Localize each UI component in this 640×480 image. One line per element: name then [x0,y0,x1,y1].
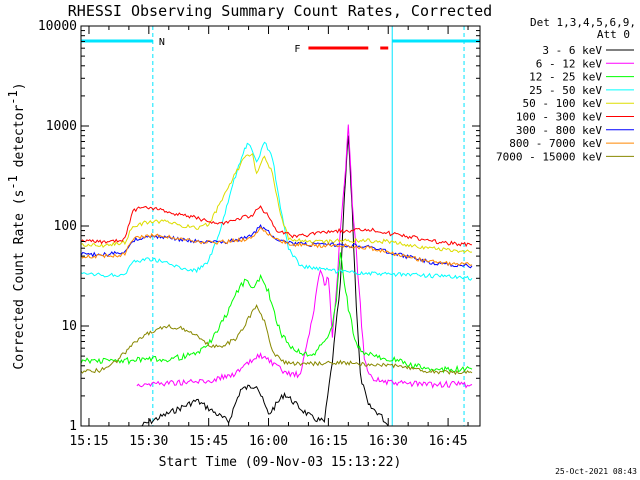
y-tick-label: 10 [61,319,77,334]
y-axis-label-exp2: -1 [6,90,20,104]
axis-ticks [81,26,480,427]
chart-title: RHESSI Observing Summary Count Rates, Co… [68,2,492,20]
series-line [80,226,473,267]
y-tick-labels: 1 10 100 1000 10000 [38,19,77,434]
x-tick-label: 15:45 [189,434,228,449]
detectors-label: Det 1,3,4,5,6,9, [530,16,636,29]
y-tick-label: 10000 [38,19,77,34]
series-line [136,124,473,389]
x-tick-label: 16:00 [249,434,288,449]
y-tick-label: 1000 [46,119,77,134]
series-line [140,135,389,427]
x-tick-label: 16:15 [309,434,348,449]
attenuator-label: Att 0 [597,28,630,41]
legend-label: 800 - 7000 keV [509,137,602,150]
x-tick-label: 15:15 [69,434,108,449]
y-tick-label: 1 [69,419,77,434]
x-tick-label: 16:30 [369,434,408,449]
legend-label: 7000 - 15000 keV [496,150,602,163]
legend-label: 12 - 25 keV [529,71,602,84]
legend-label: 6 - 12 keV [536,57,603,70]
legend-label: 300 - 800 keV [516,124,602,137]
x-tick-labels: 15:15 15:30 15:45 16:00 16:15 16:30 16:45 [69,434,467,449]
y-axis-label: Corrected Count Rate (s-1 detector-1) [6,82,27,369]
y-tick-label: 100 [54,219,77,234]
x-tick-label: 16:45 [429,434,468,449]
legend-label: 3 - 6 keV [542,44,602,57]
count-rate-series [80,124,473,427]
series-line [80,205,473,248]
legend-label: 50 - 100 keV [523,97,603,110]
legend-label: 25 - 50 keV [529,84,602,97]
series-line [80,252,473,374]
flare-label: F [294,44,300,55]
series-line [80,141,473,281]
x-axis-label: Start Time (09-Nov-03 15:13:22) [159,455,402,470]
series-line [80,304,473,376]
x-tick-label: 15:30 [129,434,168,449]
y-axis-label-main: Corrected Count Rate (s [12,190,27,370]
night-label: N [159,37,165,48]
y-axis-label-end: ) [12,82,27,90]
series-line [80,152,473,254]
timestamp: 25-Oct-2021 08:43 [555,467,637,476]
y-axis-label-mid: detector [12,105,27,176]
y-axis-label-exp1: -1 [6,175,20,189]
legend-label: 100 - 300 keV [516,111,602,124]
